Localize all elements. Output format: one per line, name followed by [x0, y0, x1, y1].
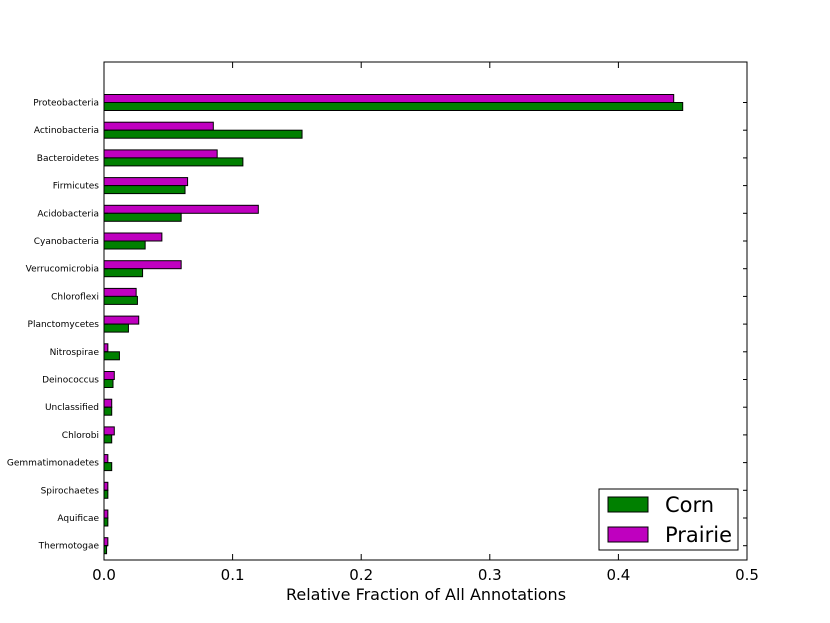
bar-corn-nitrospirae	[103, 351, 120, 361]
y-tick-label-chlorobi: Chlorobi	[62, 431, 99, 441]
legend-swatch-prairie	[607, 526, 649, 543]
bar-corn-unclassified	[103, 406, 113, 416]
bar-corn-gemmatimonadetes	[103, 462, 113, 472]
x-tick-label: 0.2	[349, 566, 373, 584]
legend-label-corn: Corn	[665, 493, 714, 517]
bar-corn-planctomycetes	[103, 323, 129, 333]
bar-prairie-planctomycetes	[103, 315, 140, 325]
y-tick-label-thermotogae: Thermotogae	[38, 542, 100, 552]
bar-prairie-acidobacteria	[103, 204, 259, 214]
x-tick-label: 0.4	[606, 566, 630, 584]
y-tick-label-gemmatimonadetes: Gemmatimonadetes	[7, 459, 99, 469]
y-tick-label-acidobacteria: Acidobacteria	[37, 209, 99, 219]
y-tick-label-nitrospirae: Nitrospirae	[50, 348, 100, 358]
y-tick-label-proteobacteria: Proteobacteria	[33, 99, 99, 109]
y-tick-label-aquificae: Aquificae	[57, 514, 99, 524]
bar-corn-thermotogae	[103, 545, 108, 555]
bar-prairie-verrucomicrobia	[103, 260, 182, 270]
y-tick-label-bacteroidetes: Bacteroidetes	[37, 154, 100, 164]
bar-corn-actinobacteria	[103, 129, 303, 139]
bar-prairie-deinococcus	[103, 371, 115, 380]
y-tick-label-cyanobacteria: Cyanobacteria	[34, 237, 99, 247]
y-tick-label-chloroflexi: Chloroflexi	[51, 292, 99, 302]
x-tick-label: 0.1	[221, 566, 245, 584]
bar-corn-chlorobi	[103, 434, 113, 444]
x-tick-label: 0.5	[735, 566, 759, 584]
y-tick-label-planctomycetes: Planctomycetes	[28, 320, 100, 330]
y-tick-label-unclassified: Unclassified	[45, 403, 99, 413]
bar-prairie-nitrospirae	[103, 343, 109, 353]
bar-prairie-proteobacteria	[103, 94, 675, 103]
bar-prairie-unclassified	[103, 398, 113, 408]
bar-corn-acidobacteria	[103, 212, 182, 222]
bar-prairie-gemmatimonadetes	[103, 454, 109, 464]
y-tick-label-verrucomicrobia: Verrucomicrobia	[26, 265, 99, 275]
bar-prairie-bacteroidetes	[103, 149, 218, 159]
plot-area	[103, 61, 748, 561]
x-tick-label: 0.0	[92, 566, 116, 584]
bar-corn-cyanobacteria	[103, 240, 146, 250]
y-tick-label-actinobacteria: Actinobacteria	[34, 126, 99, 136]
bar-prairie-thermotogae	[103, 537, 109, 547]
y-tick-label-spirochaetes: Spirochaetes	[41, 486, 100, 496]
x-axis-title: Relative Fraction of All Annotations	[286, 585, 566, 604]
legend-swatch-corn	[607, 496, 649, 513]
bar-corn-aquificae	[103, 517, 109, 527]
axis-ticks: Proteobacteria Actinobacteria Bacteroidete…	[7, 62, 759, 584]
bar-prairie-cyanobacteria	[103, 232, 163, 242]
legend-label-prairie: Prairie	[665, 523, 732, 547]
bar-corn-proteobacteria	[103, 102, 684, 111]
bar-corn-deinococcus	[103, 379, 114, 388]
bar-prairie-firmicutes	[103, 177, 189, 187]
bar-corn-spirochaetes	[103, 489, 109, 499]
bar-prairie-chlorobi	[103, 426, 115, 436]
y-tick-label-deinococcus: Deinococcus	[42, 376, 99, 386]
bar-corn-bacteroidetes	[103, 157, 244, 167]
bar-corn-verrucomicrobia	[103, 268, 144, 278]
bar-prairie-spirochaetes	[103, 481, 109, 491]
legend: Corn Prairie	[598, 488, 739, 551]
bar-prairie-aquificae	[103, 509, 109, 519]
bars-group	[103, 94, 684, 555]
bar-corn-chloroflexi	[103, 295, 138, 305]
bar-prairie-chloroflexi	[103, 287, 137, 297]
y-tick-label-firmicutes: Firmicutes	[53, 182, 100, 192]
x-tick-label: 0.3	[478, 566, 502, 584]
bar-corn-firmicutes	[103, 185, 186, 195]
bar-prairie-actinobacteria	[103, 121, 214, 131]
